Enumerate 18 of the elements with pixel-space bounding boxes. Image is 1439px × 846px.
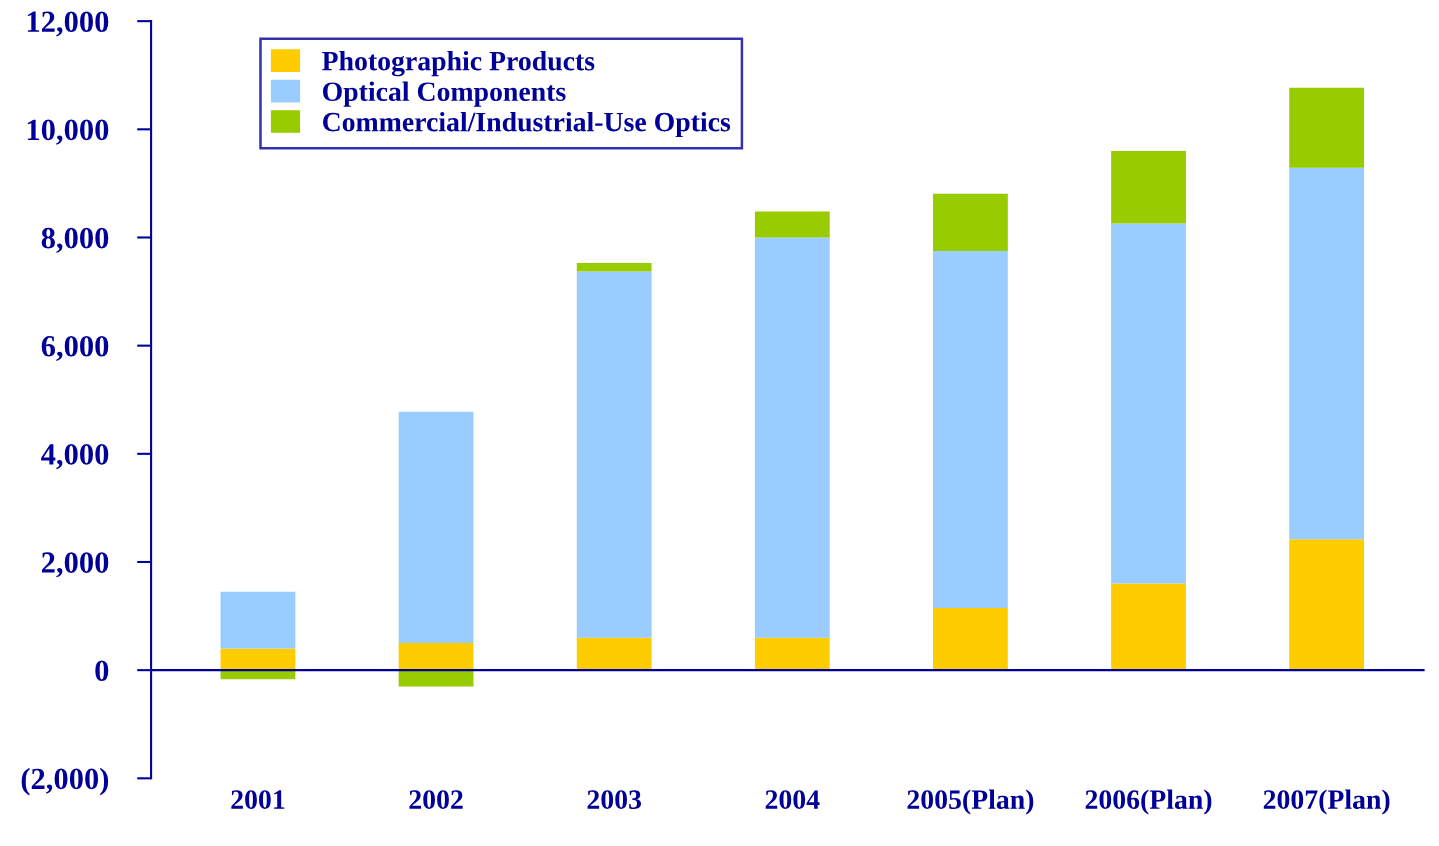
x-tick-label: 2006(Plan) bbox=[1085, 789, 1212, 815]
y-tick-label: 12,000 bbox=[27, 11, 109, 37]
y-tick-label: 2,000 bbox=[41, 552, 109, 578]
x-tick-label: 2002 bbox=[409, 790, 463, 809]
legend-label: Optical Components bbox=[322, 81, 566, 107]
y-tick-label: 4,000 bbox=[41, 444, 109, 470]
x-tick-label: 2003 bbox=[587, 790, 642, 809]
y-tick-label: (2,000) bbox=[21, 767, 109, 796]
y-tick-label: 6,000 bbox=[41, 335, 109, 361]
x-tick-label: 2001 bbox=[231, 790, 285, 809]
x-tick-label: 2007(Plan) bbox=[1263, 789, 1390, 815]
x-tick-label: 2005(Plan) bbox=[907, 789, 1034, 815]
y-tick-label: 0 bbox=[95, 660, 109, 682]
x-tick-label: 2004 bbox=[765, 790, 820, 809]
legend-label: Commercial/Industrial-Use Optics bbox=[322, 111, 731, 138]
y-tick-label: 10,000 bbox=[27, 119, 109, 145]
legend-label: Photographic Products bbox=[322, 50, 595, 77]
y-tick-label: 8,000 bbox=[41, 227, 109, 253]
